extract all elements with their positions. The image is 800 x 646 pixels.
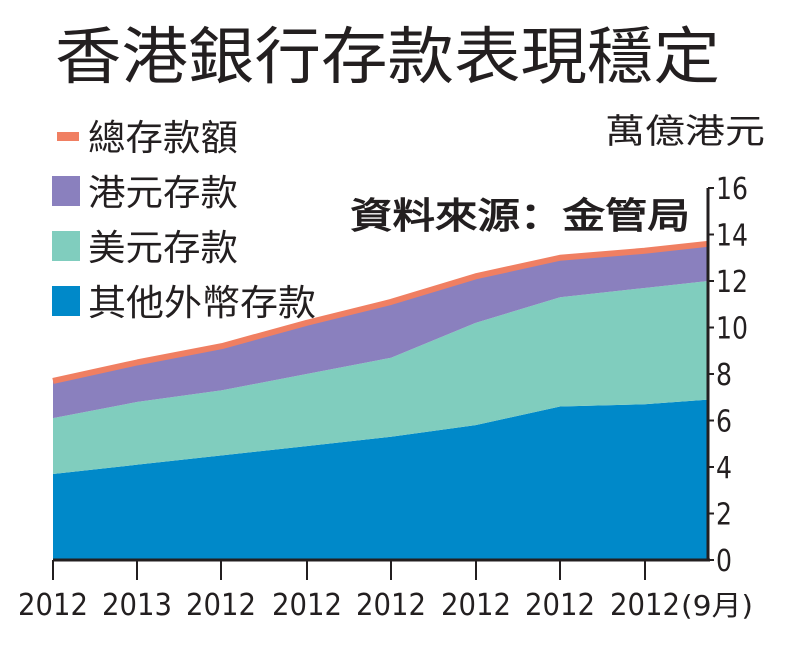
chart-title: 香港銀行存款表現穩定 <box>55 20 720 93</box>
legend-swatch-other-fx <box>52 286 80 316</box>
y-tick-label: 0 <box>716 544 732 579</box>
area-usd <box>53 281 708 474</box>
legend-swatch-total <box>57 132 79 141</box>
x-tick-label: 2012 <box>18 588 88 623</box>
legend-label-hkd: 港元存款 <box>88 173 238 214</box>
legend-label-other-fx: 其他外幣存款 <box>88 283 316 324</box>
y-tick-label: 6 <box>716 405 732 440</box>
line-total <box>52 240 709 384</box>
y-tick-label: 12 <box>716 265 748 300</box>
x-tick-label: 2012 <box>186 588 256 623</box>
source-label: 資料來源：金管局 <box>350 195 690 237</box>
x-tick-label: 2012 <box>272 588 342 623</box>
legend-swatch-hkd <box>52 176 80 206</box>
x-tick-label: 2012 <box>525 588 595 623</box>
x-tick-label: 2012 <box>610 588 680 623</box>
legend: 總存款額 港元存款 美元存款 其他外幣存款 <box>52 118 316 324</box>
area-hkd <box>53 243 708 419</box>
legend-label-usd: 美元存款 <box>88 228 238 269</box>
unit-label: 萬億港元 <box>605 112 765 152</box>
x-tick-label: 2012 <box>356 588 426 623</box>
y-tick-label: 8 <box>716 358 732 393</box>
x-tick-label: 2013 <box>102 588 172 623</box>
y-tick-label: 4 <box>716 451 732 486</box>
x-end-label: (9月) <box>681 589 753 622</box>
x-tick-label: 2012 <box>441 588 511 623</box>
y-tick-label: 16 <box>716 172 748 207</box>
legend-swatch-usd <box>52 231 80 261</box>
y-tick-label: 10 <box>716 312 748 347</box>
y-tick-label: 14 <box>716 219 748 254</box>
area-other-fx <box>53 399 708 560</box>
y-tick-label: 2 <box>716 498 732 533</box>
legend-label-total: 總存款額 <box>88 118 238 159</box>
